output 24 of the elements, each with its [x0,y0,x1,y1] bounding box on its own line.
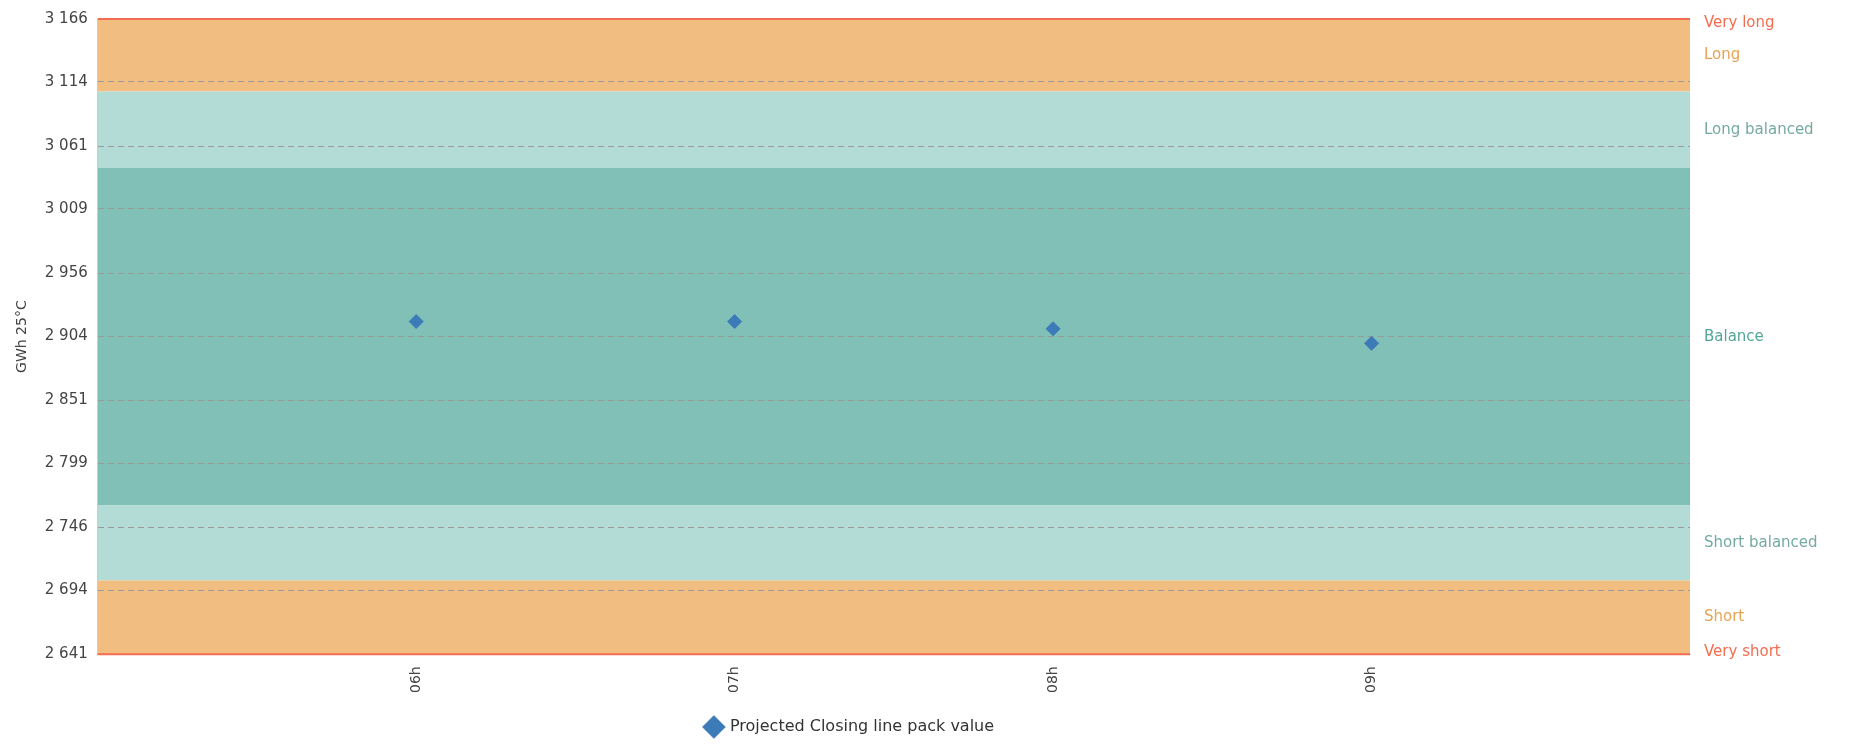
y-tick-label: 3 061 [44,135,88,154]
y-tick-label: 2 799 [44,453,88,471]
y-tick-label: 2 746 [44,517,88,536]
ref-line-label: Very long [1704,12,1775,31]
y-tick-label: 2 851 [44,390,88,409]
y-tick-label: 3 166 [44,8,88,27]
y-tick-label: 3 114 [44,71,88,90]
y-tick-label: 2 694 [44,580,88,599]
x-tick-label: 07h [725,666,742,693]
y-tick-label: 2 904 [44,325,88,344]
band-label: Short balanced [1704,532,1818,551]
y-tick-label: 3 009 [44,198,88,217]
y-axis-title: GWh 25°C [13,300,30,373]
ref-line-label: Very short [1704,642,1781,661]
x-tick-label: 08h [1043,666,1060,693]
y-tick-label: 2 641 [44,644,88,663]
band-label: Balance [1704,326,1764,345]
band-label: Long [1704,45,1741,64]
band-label: Long balanced [1704,119,1814,138]
y-tick-label: 2 956 [44,263,88,282]
x-tick-label: 06h [406,666,423,693]
band-label: Short [1704,607,1745,626]
legend-label: Projected Closing line pack value [729,716,995,736]
x-tick-label: 09h [1362,666,1379,693]
